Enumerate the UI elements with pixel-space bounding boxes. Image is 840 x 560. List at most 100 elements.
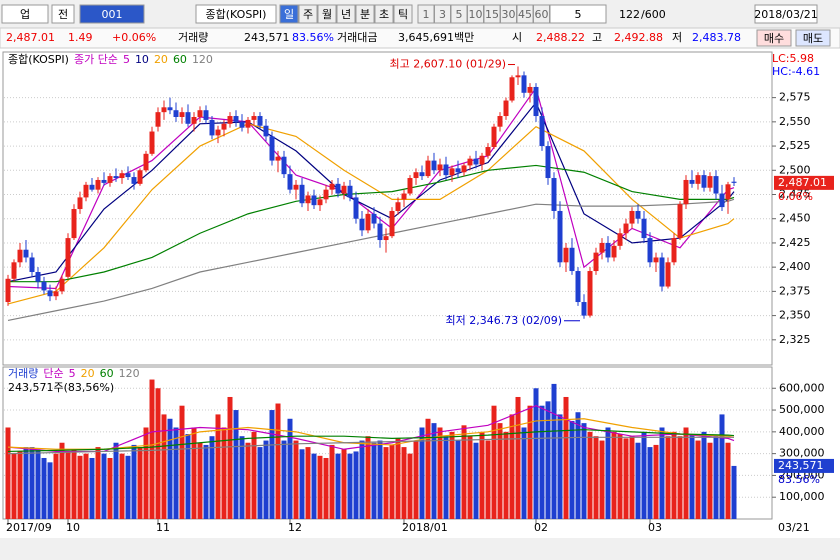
candle-body [491, 126, 497, 148]
candle-body [71, 209, 77, 239]
volume-bar [167, 418, 173, 519]
volume-bar [299, 449, 305, 519]
name-field-label[interactable]: 종합(KOSPI) [206, 8, 267, 21]
candle-body [563, 247, 569, 263]
candle-body [329, 183, 335, 190]
candle-body [311, 195, 317, 206]
volume-bar [77, 455, 83, 519]
sell-button[interactable] [795, 29, 831, 47]
volume-bar [317, 455, 323, 519]
candle-body [29, 257, 35, 272]
period-button-label[interactable]: 일 [284, 7, 294, 21]
period-button[interactable] [279, 4, 299, 24]
period-button-label[interactable]: 월 [322, 8, 332, 21]
candle-body [653, 257, 659, 263]
minute-button-label[interactable]: 10 [469, 8, 483, 21]
candle-body [125, 173, 131, 178]
volume-bar [413, 440, 419, 519]
volume-sub: 243,571주(83,56%) [8, 381, 114, 394]
period-button[interactable] [336, 4, 356, 24]
y-tick-label: 100,000 [779, 490, 825, 503]
period-button-label[interactable]: 틱 [398, 8, 408, 21]
volume-bar [671, 431, 677, 519]
market-select-label[interactable]: 업 [20, 8, 30, 21]
y-tick-label: 300,000 [779, 447, 825, 460]
candle-body [479, 155, 485, 165]
volume-bar [191, 427, 197, 519]
volume-bar [665, 436, 671, 519]
minute-button-label[interactable]: 30 [502, 8, 516, 21]
candle-body [389, 210, 395, 237]
candle-body [443, 164, 449, 176]
volume-bar [11, 453, 17, 519]
quote-text: 2,488.22 [536, 31, 585, 44]
buy-button[interactable] [756, 29, 792, 47]
volume-bar [383, 447, 389, 519]
period-button[interactable] [317, 4, 337, 24]
y-tick-label: 2,550 [779, 115, 811, 128]
period-button[interactable] [393, 4, 413, 24]
candle-body [353, 197, 359, 219]
x-tick-label: 10 [66, 521, 80, 534]
minute-button-label[interactable]: 45 [518, 8, 532, 21]
minute-button-label[interactable]: 60 [535, 8, 549, 21]
volume-bar [83, 453, 89, 519]
period-button[interactable] [374, 4, 394, 24]
moving-average [7, 123, 735, 305]
candle-body [335, 183, 341, 194]
date-field-label[interactable]: 2018/03/21 [754, 8, 817, 21]
y-tick-label: 2,475 [779, 188, 811, 201]
candle-body [635, 210, 641, 219]
volume-bar [179, 405, 185, 519]
buy-button-label[interactable]: 매수 [764, 32, 784, 45]
minute-button-label[interactable]: 1 [423, 8, 430, 21]
period-button-label[interactable]: 년 [341, 8, 351, 21]
date-field[interactable] [754, 4, 818, 24]
volume-bar [65, 451, 71, 519]
candle-body [203, 110, 209, 120]
candle-body [233, 116, 239, 122]
period-button-label[interactable]: 초 [379, 8, 389, 21]
minute-button-label[interactable]: 3 [439, 8, 446, 21]
candle-body [551, 178, 557, 211]
volume-bar [455, 440, 461, 519]
code-input-label[interactable]: 001 [102, 8, 123, 21]
candle-body [659, 257, 665, 287]
candle-body [641, 218, 647, 239]
minute-button-label[interactable]: 5 [456, 8, 463, 21]
volume-bar [335, 453, 341, 519]
range-select[interactable] [51, 4, 75, 24]
code-input[interactable] [79, 4, 145, 24]
volume-bar [197, 442, 203, 519]
volume-bar [485, 440, 491, 519]
minute-button-label[interactable]: 15 [485, 8, 499, 21]
unit-select-label[interactable]: 5 [575, 8, 582, 21]
candle-body [155, 112, 161, 127]
name-field[interactable] [195, 4, 277, 24]
period-button[interactable] [298, 4, 318, 24]
candle-body [149, 131, 155, 154]
candle-body [419, 172, 425, 177]
price-pane [2, 51, 773, 366]
candle-body [59, 278, 65, 292]
quote-text: 거래량 [178, 31, 208, 44]
sell-button-label[interactable]: 매도 [803, 32, 823, 45]
unit-select[interactable] [549, 4, 607, 24]
last-rate: 0.06% [778, 190, 813, 203]
volume-bar [143, 427, 149, 519]
period-button[interactable] [355, 4, 375, 24]
candle-body [5, 278, 11, 303]
period-button-label[interactable]: 분 [360, 8, 370, 21]
candle-body [527, 86, 533, 93]
market-select[interactable] [1, 4, 49, 24]
volume-bar [323, 457, 329, 519]
count-field: 122 [619, 8, 640, 21]
range-select-label[interactable]: 전 [58, 8, 68, 21]
volume-bar [251, 431, 257, 519]
candle-body [533, 86, 539, 117]
candle-body [83, 184, 89, 198]
candle-body [569, 247, 575, 272]
period-button-label[interactable]: 주 [303, 8, 313, 21]
candle-body [89, 184, 95, 190]
volume-bar [287, 418, 293, 519]
